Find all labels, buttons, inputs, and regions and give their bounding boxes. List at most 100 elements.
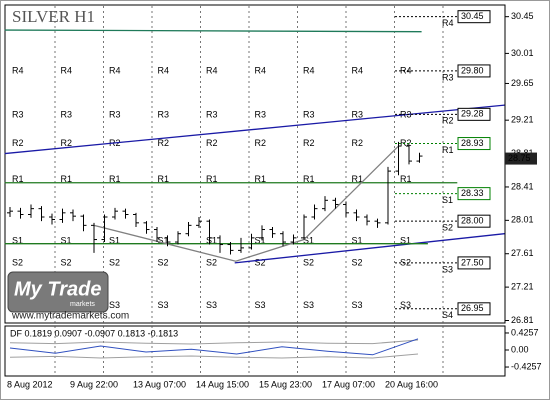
x-tick-label: 14 Aug 15:00 bbox=[196, 379, 249, 389]
level-box bbox=[457, 64, 491, 78]
pivot-label: R3 bbox=[109, 110, 121, 120]
pivot-label: S2 bbox=[12, 257, 23, 267]
logo-box bbox=[7, 271, 109, 313]
pivot-label: S2 bbox=[61, 257, 72, 267]
level-label: 28.00 bbox=[461, 216, 484, 226]
pivot-label: R1 bbox=[158, 174, 170, 184]
level-label: 29.80 bbox=[461, 65, 484, 75]
pivot-label: R1 bbox=[109, 174, 121, 184]
y-tick-label: 29.21 bbox=[511, 115, 534, 125]
pivot-label: S1 bbox=[109, 236, 120, 246]
pivot-label: R2 bbox=[400, 138, 412, 148]
pivot-label: R1 bbox=[352, 174, 364, 184]
pivot-name: R4 bbox=[442, 18, 454, 28]
x-tick-label: 15 Aug 23:00 bbox=[259, 379, 312, 389]
pivot-label: R3 bbox=[61, 110, 73, 120]
pivot-label: R1 bbox=[303, 174, 315, 184]
x-tick-label: 8 Aug 2012 bbox=[7, 379, 53, 389]
level-box bbox=[457, 137, 491, 151]
y-tick-label: 30.45 bbox=[511, 11, 534, 21]
pivot-name: R1 bbox=[442, 145, 454, 155]
x-tick-label: 9 Aug 22:00 bbox=[70, 379, 118, 389]
trendline bbox=[4, 104, 505, 155]
level-label: 30.45 bbox=[461, 11, 484, 21]
x-tick-label: 13 Aug 07:00 bbox=[133, 379, 186, 389]
pivot-name: S3 bbox=[442, 264, 453, 274]
level-box bbox=[457, 302, 491, 316]
pivot-label: R2 bbox=[255, 138, 267, 148]
pivot-label: R2 bbox=[352, 138, 364, 148]
pivot-label: S1 bbox=[400, 236, 411, 246]
level-label: 26.95 bbox=[461, 303, 484, 313]
pivot-name: S2 bbox=[442, 223, 453, 233]
pivot-label: R2 bbox=[303, 138, 315, 148]
level-box bbox=[457, 107, 491, 121]
pivot-name: R3 bbox=[442, 72, 454, 82]
pivot-label: S3 bbox=[206, 300, 217, 310]
pivot-label: S3 bbox=[303, 300, 314, 310]
pivot-label: R3 bbox=[255, 110, 267, 120]
y-tick-label: 26.81 bbox=[511, 315, 534, 325]
pivot-label: R3 bbox=[206, 110, 218, 120]
pivot-label: R4 bbox=[12, 65, 24, 75]
pivot-label: S2 bbox=[158, 257, 169, 267]
site-url: www.mytrademarkets.com bbox=[11, 311, 129, 322]
indicator-tick-label: 0.4257 bbox=[511, 327, 539, 337]
x-tick-label: 17 Aug 07:00 bbox=[322, 379, 375, 389]
pivot-label: S2 bbox=[303, 257, 314, 267]
y-tick-label: 27.61 bbox=[511, 248, 534, 258]
level-label: 29.28 bbox=[461, 109, 484, 119]
pivot-name: S1 bbox=[442, 195, 453, 205]
pivot-label: S3 bbox=[109, 300, 120, 310]
level-label: 27.50 bbox=[461, 257, 484, 267]
level-box bbox=[457, 10, 491, 24]
pivot-label: R4 bbox=[400, 65, 412, 75]
plot-layer: 30.4530.0129.6529.2128.8128.4128.0127.61… bbox=[4, 10, 542, 389]
trendline bbox=[4, 29, 422, 33]
pivot-label: R1 bbox=[61, 174, 73, 184]
price-box bbox=[505, 152, 537, 165]
chart-title: SILVER H1 bbox=[12, 7, 95, 26]
y-tick-label: 28.01 bbox=[511, 215, 534, 225]
pivot-label: S1 bbox=[255, 236, 266, 246]
x-tick-label: 20 Aug 16:00 bbox=[385, 379, 438, 389]
pivot-label: S1 bbox=[303, 236, 314, 246]
pivot-label: R3 bbox=[158, 110, 170, 120]
indicator-label: DF 0.1819 0.0907 -0.0907 0.1813 -0.1813 bbox=[10, 328, 178, 338]
pivot-label: R4 bbox=[303, 65, 315, 75]
level-box bbox=[457, 256, 491, 270]
trendline bbox=[234, 233, 505, 264]
pivot-label: R2 bbox=[61, 138, 73, 148]
pivot-label: R4 bbox=[61, 65, 73, 75]
level-box bbox=[457, 214, 491, 228]
pivot-label: R2 bbox=[206, 138, 218, 148]
pivot-label: S2 bbox=[400, 257, 411, 267]
pivot-label: R4 bbox=[158, 65, 170, 75]
logo-subtext: markets bbox=[70, 301, 95, 308]
trendline bbox=[93, 145, 399, 262]
pivot-label: S3 bbox=[352, 300, 363, 310]
logo-text: My Trade bbox=[14, 278, 101, 300]
pivot-label: R3 bbox=[352, 110, 364, 120]
indicator-line bbox=[9, 339, 419, 345]
day-separators bbox=[54, 6, 444, 375]
pivot-label: S2 bbox=[352, 257, 363, 267]
level-label: 28.33 bbox=[461, 188, 484, 198]
y-tick-label: 27.21 bbox=[511, 281, 534, 291]
y-tick-label: 30.01 bbox=[511, 48, 534, 58]
pivot-label: R3 bbox=[303, 110, 315, 120]
pivot-label: R4 bbox=[109, 65, 121, 75]
pivot-label: R2 bbox=[158, 138, 170, 148]
level-box bbox=[457, 187, 491, 201]
y-tick-label: 28.41 bbox=[511, 181, 534, 191]
pivot-label: R1 bbox=[206, 174, 218, 184]
pivot-label: S1 bbox=[352, 236, 363, 246]
pivot-label: R4 bbox=[352, 65, 364, 75]
pivot-label: R4 bbox=[255, 65, 267, 75]
indicator-border bbox=[4, 325, 506, 377]
pivot-label: R1 bbox=[400, 174, 412, 184]
pivot-label: S1 bbox=[61, 236, 72, 246]
pivot-label: R1 bbox=[12, 174, 24, 184]
